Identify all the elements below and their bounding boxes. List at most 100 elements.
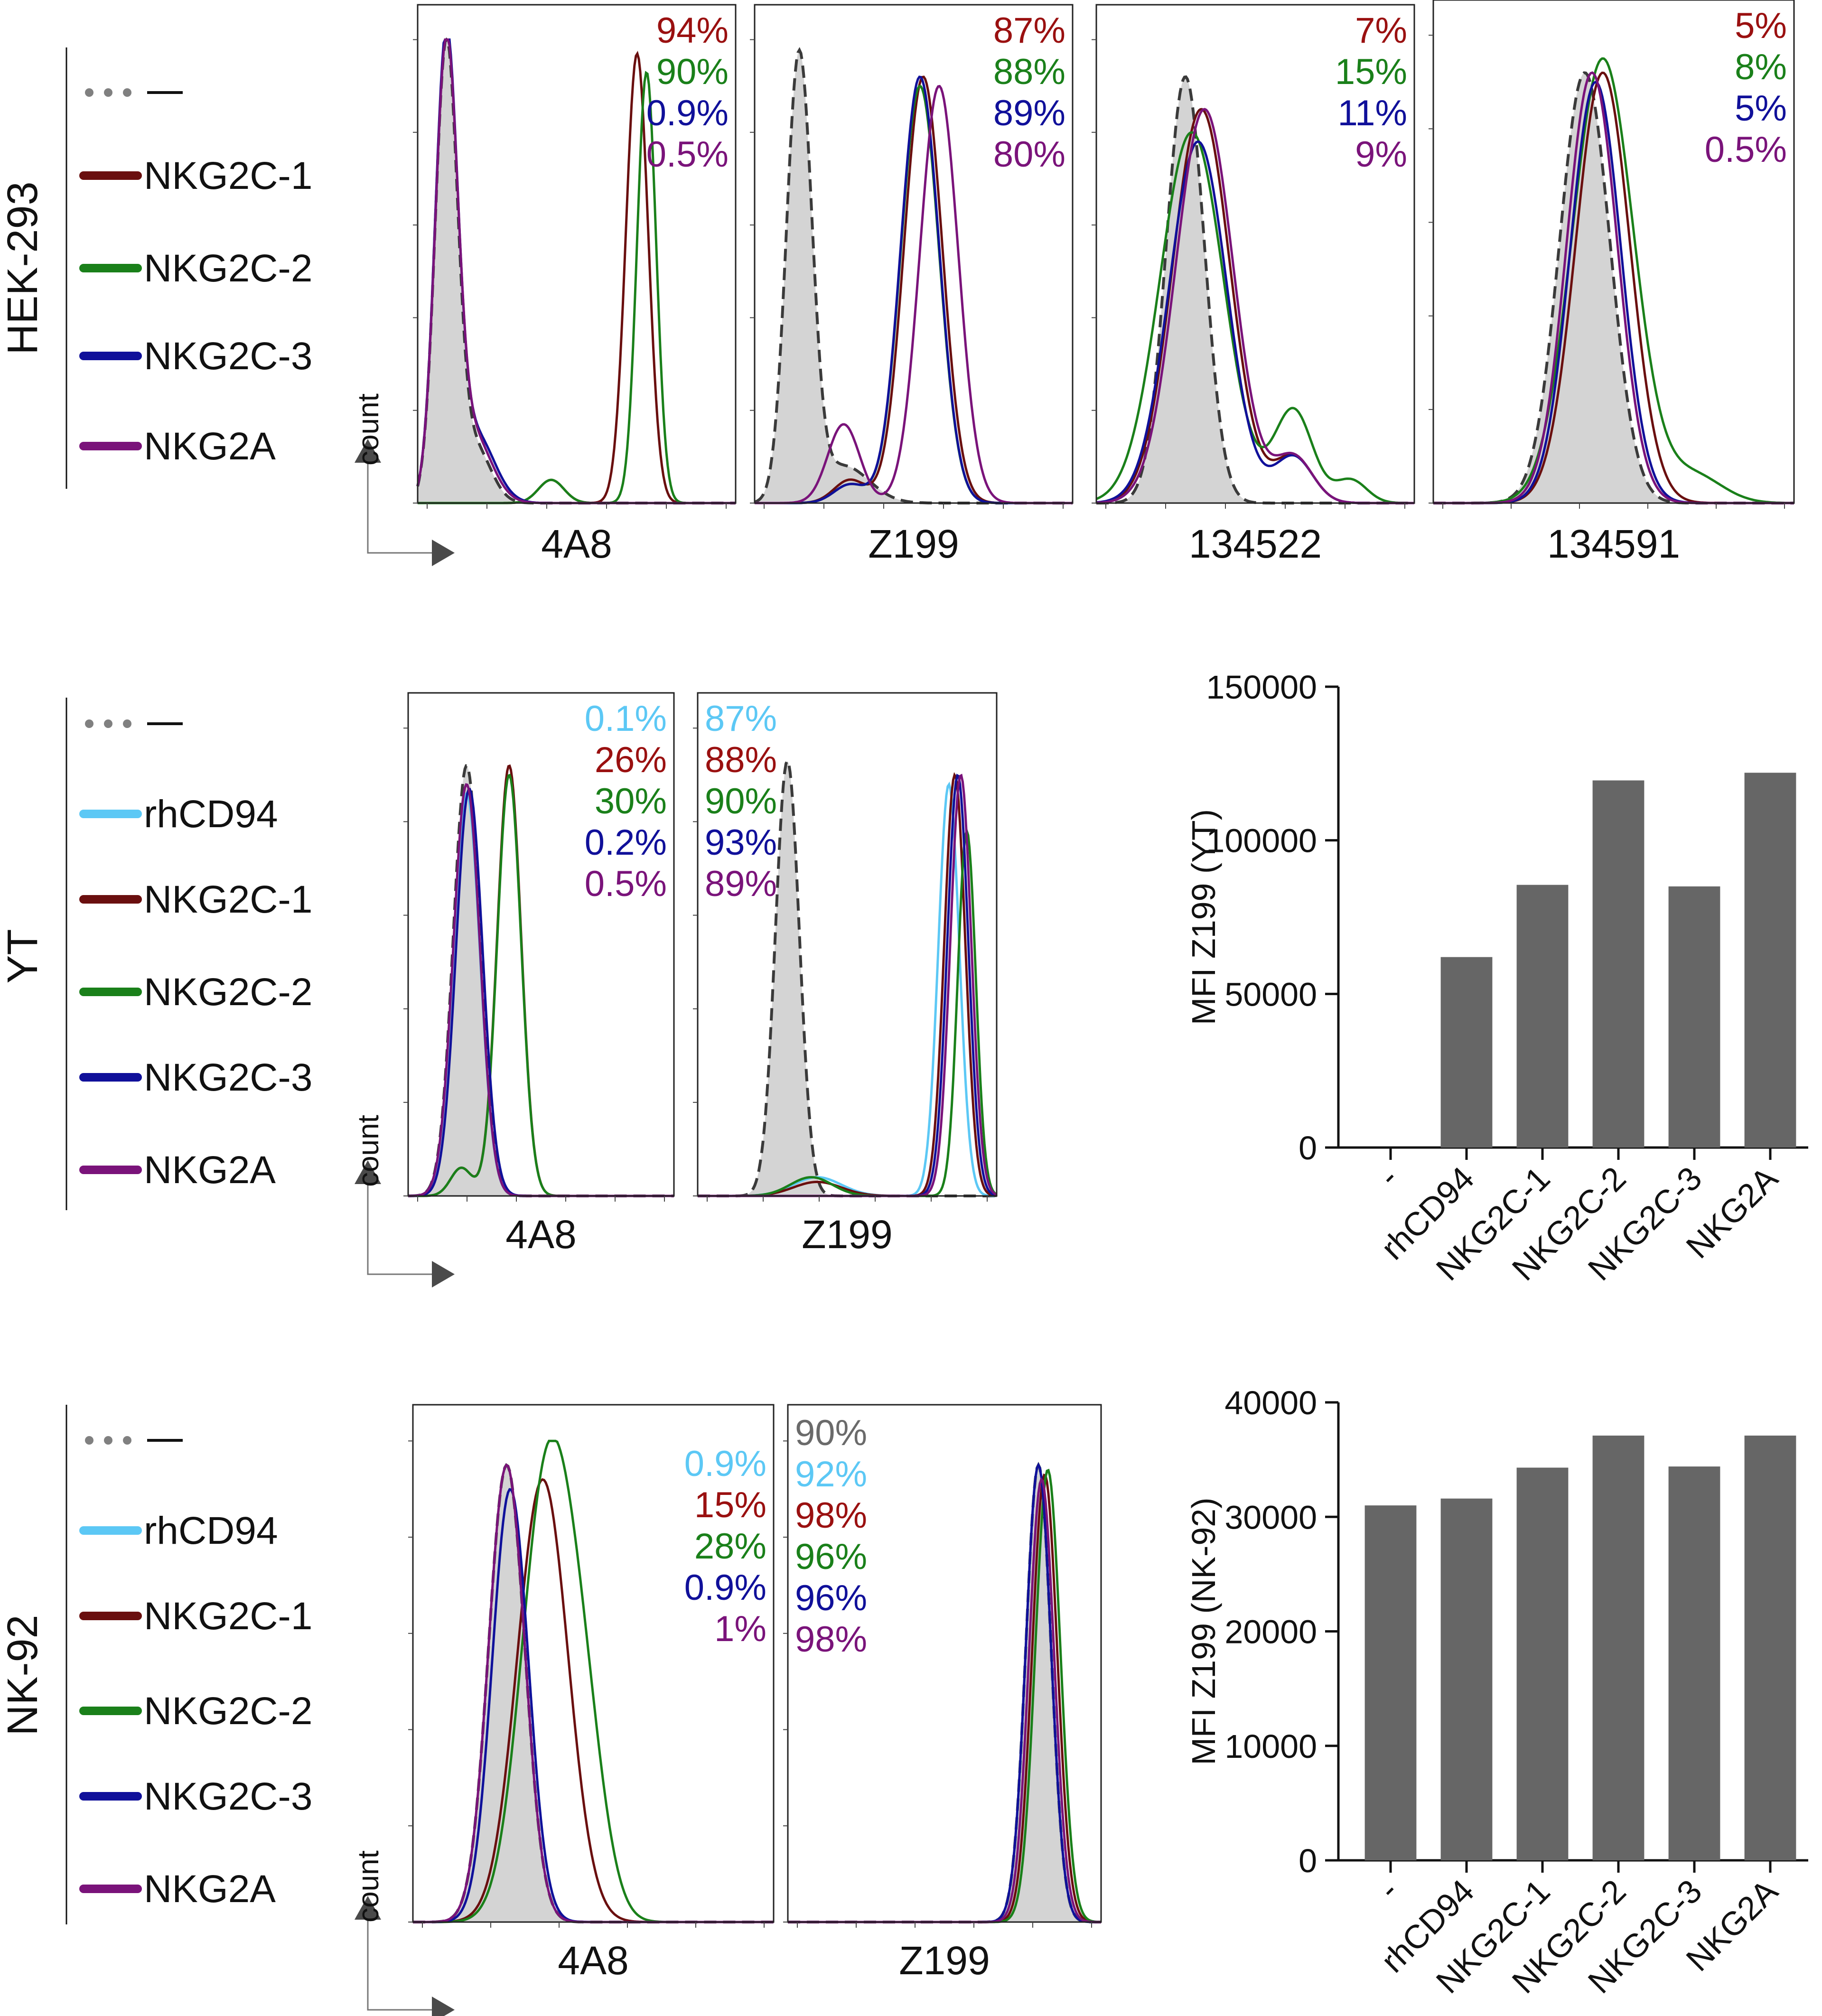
count-axis-arrow: count	[352, 1115, 455, 1288]
y-tick-label: 150000	[1206, 669, 1317, 706]
count-label: count	[352, 1115, 385, 1187]
axis-arrowhead-up	[355, 1160, 381, 1184]
percent-nkg2a: 0.5%	[585, 864, 667, 904]
axis-arrowhead-up	[355, 1896, 381, 1920]
legend: NKG2C-1 NKG2C-2 NKG2C-3 NKG2A	[79, 88, 312, 468]
antibody-label: Z199	[802, 1212, 892, 1257]
antibody-label: Z199	[868, 522, 959, 566]
legend-swatch-dot	[123, 719, 131, 728]
y-tick-label: 20000	[1224, 1614, 1317, 1651]
legend-swatch-dot	[104, 88, 112, 97]
cell-line-label: YT	[0, 929, 47, 983]
count-axis-arrow: count	[352, 1850, 455, 2016]
percent-nkg2c-3: 0.2%	[585, 822, 667, 863]
y-tick-label: 0	[1299, 1842, 1317, 1879]
legend-label-nkg2c-3: NKG2C-3	[144, 1775, 312, 1818]
antibody-label: 134522	[1189, 522, 1322, 566]
count-label: count	[352, 1850, 385, 1923]
legend-label-nkg2c-3: NKG2C-3	[144, 1056, 312, 1099]
bar-rhcd94	[1440, 1498, 1493, 1860]
histogram-frame	[1432, 0, 1795, 504]
curve-nkg2c-2	[1096, 131, 1414, 504]
isotype-fill	[1096, 77, 1414, 503]
histogram-frame	[787, 1404, 1102, 1923]
legend-label-nkg2c-2: NKG2C-2	[144, 971, 312, 1014]
percent-nkg2c-1: 98%	[795, 1495, 867, 1536]
histogram-frame	[417, 4, 737, 504]
percent-nkg2c-2: 8%	[1735, 47, 1787, 87]
axis-arrowhead-right	[432, 1997, 455, 2016]
isotype-fill	[755, 50, 1073, 504]
percent-nkg2c-1: 94%	[656, 10, 729, 51]
legend-label-nkg2c-1: NKG2C-1	[144, 1595, 312, 1638]
row-yt: YT rhCD94 NKG2C-1 NKG2C-2 NKG2C-3 NKG2A count 4…	[0, 692, 998, 1288]
histogram-frame	[407, 692, 675, 1197]
bar-nkg2c3	[1668, 1466, 1720, 1860]
legend-swatch-dot	[123, 1436, 131, 1445]
percent-nkg2a: 89%	[705, 864, 777, 904]
percent-rhcd94: 0.9%	[684, 1444, 766, 1484]
legend-label-rhcd94: rhCD94	[144, 1509, 278, 1552]
histogram-z199: Z199 87%88%89%80%	[750, 4, 1074, 566]
isotype-fill	[413, 1465, 774, 1922]
percent-nkg2a: 9%	[1355, 134, 1407, 175]
percent-nkg2c-1: 26%	[595, 740, 667, 780]
row-hek-293: HEK-293 NKG2C-1 NKG2C-2 NKG2C-3 NKG2A count 4A…	[0, 0, 1795, 566]
histogram-134522: 134522 7%15%11%9%	[1092, 4, 1415, 566]
legend: rhCD94 NKG2C-1 NKG2C-2 NKG2C-3 NKG2A	[79, 719, 312, 1192]
axis-line	[367, 460, 432, 554]
percent-nkg2a: 0.5%	[1705, 130, 1787, 170]
cell-line-label: HEK-293	[0, 181, 47, 355]
histogram-frame	[412, 1404, 775, 1923]
percent-nkg2c-3: 93%	[705, 822, 777, 863]
legend-label-nkg2a: NKG2A	[144, 425, 276, 468]
percent-nkg2a: 1%	[714, 1609, 766, 1649]
percent-nkg2c-3: 5%	[1735, 88, 1787, 129]
y-tick-label: 0	[1299, 1129, 1317, 1167]
legend-label-nkg2c-1: NKG2C-1	[144, 154, 312, 197]
percent-nkg2c-1: 87%	[993, 10, 1065, 51]
legend-label-nkg2c-2: NKG2C-2	[144, 1689, 312, 1733]
histogram-frame	[754, 4, 1074, 504]
antibody-label: Z199	[899, 1938, 990, 1983]
legend-swatch-dot	[85, 1436, 93, 1445]
percent-nkg2c-1: 15%	[694, 1485, 766, 1525]
legend-swatch-dot	[104, 1436, 112, 1445]
axis-arrowhead-right	[432, 1261, 455, 1288]
bar-nkg2a	[1744, 1435, 1796, 1860]
isotype-fill	[698, 761, 997, 1196]
percent-nkg2c-3: 0.9%	[646, 93, 729, 133]
legend-label-nkg2c-3: NKG2C-3	[144, 335, 312, 378]
legend-label-rhcd94: rhCD94	[144, 793, 278, 836]
y-tick-label: 10000	[1224, 1728, 1317, 1765]
histogram-frame	[697, 692, 998, 1197]
bar-nkg2c3	[1668, 886, 1720, 1148]
y-tick-label: 100000	[1206, 822, 1317, 859]
bar-nkg2a	[1744, 773, 1796, 1148]
histogram-4a8: 4A8 0.1%26%30%0.2%0.5%	[403, 692, 675, 1257]
percent-rhcd94: 0.1%	[585, 699, 667, 739]
percent-nkg2c-2: 15%	[1335, 52, 1407, 92]
isotype-fill	[788, 1465, 1101, 1922]
percent-nkg2a: 80%	[993, 134, 1065, 175]
legend-label-nkg2c-2: NKG2C-2	[144, 247, 312, 290]
bar-nkg2c1	[1516, 1467, 1569, 1860]
bar-nkg2c2	[1592, 1435, 1644, 1860]
percent-nkg2c-3: 96%	[795, 1578, 867, 1618]
axis-arrowhead-right	[432, 540, 455, 566]
antibody-label: 134591	[1547, 522, 1680, 566]
percent-none: 90%	[795, 1413, 867, 1453]
y-axis-label: MFI Z199 (NK-92)	[1185, 1498, 1222, 1765]
percent-nkg2c-2: 90%	[705, 781, 777, 821]
row-nk-92: NK-92 rhCD94 NKG2C-1 NKG2C-2 NKG2C-3 NKG2A cou…	[0, 1404, 1102, 2016]
percent-nkg2c-1: 5%	[1735, 6, 1787, 46]
x-tick-label: -	[1371, 1872, 1405, 1906]
percent-rhcd94: 92%	[795, 1454, 867, 1494]
percent-nkg2c-2: 30%	[595, 781, 667, 821]
bar-	[1364, 1505, 1417, 1860]
count-axis-arrow: count	[352, 393, 455, 566]
legend-swatch-dot	[85, 719, 93, 728]
